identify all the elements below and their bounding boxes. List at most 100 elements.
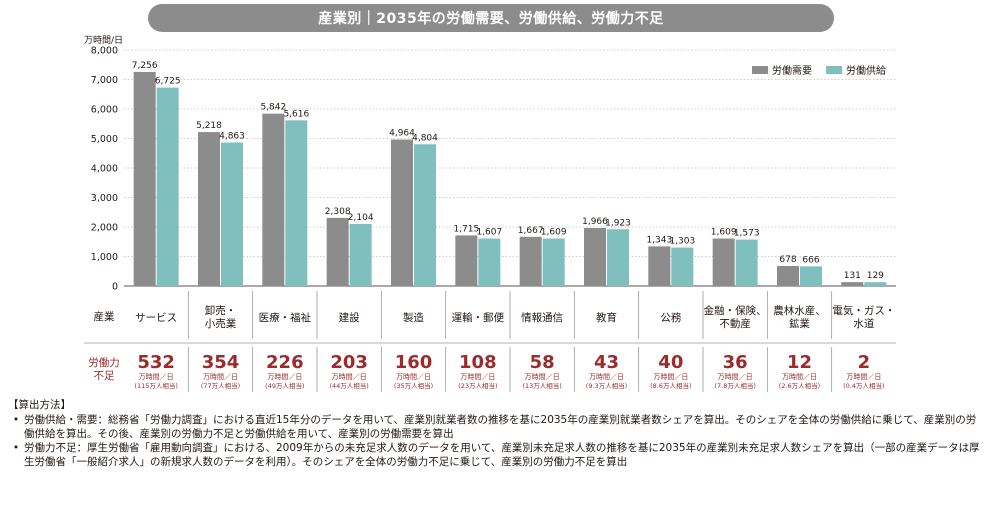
data-label-demand: 1,715 — [453, 224, 479, 234]
category-label: 建設 — [339, 311, 360, 324]
category-label: 農林水産、 — [773, 304, 826, 317]
row-label-shortage: 不足 — [94, 370, 115, 382]
legend: 労働需要 労働供給 — [752, 62, 886, 77]
shortage-people: (2.6万人相当) — [779, 381, 820, 390]
note-item: • 労働力不足：厚生労働省「雇用動向調査」における、2009年からの未充足求人数… — [8, 441, 986, 469]
shortage-unit: 万時間／日 — [203, 373, 238, 381]
shortage-value: 12 — [787, 352, 812, 373]
y-tick-label: 2,000 — [91, 223, 118, 234]
bar-demand — [584, 228, 606, 286]
y-tick-label: 0 — [112, 282, 118, 293]
shortage-people: (9.3万人相当) — [586, 381, 627, 390]
data-label-demand: 5,218 — [196, 121, 222, 131]
shortage-unit: 万時間／日 — [396, 373, 431, 381]
data-label-supply: 129 — [867, 271, 884, 281]
category-label: 金融・保険、 — [704, 304, 767, 317]
shortage-unit: 万時間／日 — [460, 373, 495, 381]
data-label-supply: 1,609 — [541, 228, 567, 238]
legend-label-supply: 労働供給 — [846, 66, 886, 77]
data-label-supply: 6,725 — [155, 77, 181, 87]
category-label: 情報通信 — [521, 311, 563, 324]
data-label-demand: 5,842 — [260, 103, 286, 113]
shortage-value: 40 — [658, 352, 683, 373]
category-label: 運輸・郵便 — [452, 311, 505, 324]
method-notes: 【算出方法】 • 労働供給・需要：総務省「労働力調査」における直近15年分のデー… — [8, 398, 986, 469]
category-label: 教育 — [596, 311, 617, 324]
shortage-unit: 万時間／日 — [782, 373, 817, 381]
shortage-value: 532 — [137, 352, 175, 373]
shortage-unit: 万時間／日 — [332, 373, 367, 381]
legend-item-demand: 労働需要 — [752, 62, 812, 77]
bar-demand — [777, 265, 799, 286]
category-label: 鉱業 — [789, 317, 810, 330]
data-label-demand: 1,343 — [646, 235, 672, 245]
bar-demand — [326, 217, 349, 286]
y-tick-label: 4,000 — [91, 164, 118, 175]
shortage-people: (13万人相当) — [522, 381, 561, 390]
bar-supply — [414, 144, 436, 286]
shortage-unit: 万時間／日 — [653, 373, 688, 381]
data-label-demand: 678 — [779, 255, 796, 265]
bar-supply — [542, 238, 565, 286]
bar-demand — [841, 282, 864, 286]
data-label-demand: 2,308 — [325, 207, 351, 217]
category-label: 小売業 — [205, 317, 237, 330]
bar-supply — [349, 223, 372, 286]
data-label-supply: 4,863 — [219, 132, 245, 142]
bullet: • — [12, 414, 20, 426]
shortage-people: (49万人相当) — [265, 381, 304, 390]
bar-demand — [519, 236, 542, 286]
shortage-value: 36 — [723, 352, 748, 373]
bar-demand — [712, 238, 735, 286]
shortage-unit: 万時間／日 — [267, 373, 302, 381]
data-label-demand: 1,609 — [711, 228, 737, 238]
data-label-supply: 1,607 — [476, 228, 502, 238]
shortage-value: 43 — [594, 352, 619, 373]
y-tick-label: 3,000 — [91, 193, 118, 204]
y-tick-label: 6,000 — [91, 105, 118, 116]
data-label-supply: 1,923 — [605, 218, 631, 228]
chart-title: 産業別｜2035年の労働需要、労働供給、労働力不足 — [148, 4, 834, 32]
legend-swatch-demand — [752, 65, 768, 74]
shortage-people: (115万人相当) — [134, 381, 177, 390]
row-label-industry: 産業 — [94, 310, 115, 323]
category-label: サービス — [135, 312, 177, 324]
y-tick-label: 7,000 — [91, 75, 118, 86]
bar-supply — [285, 120, 308, 286]
data-label-supply: 1,303 — [669, 237, 695, 247]
shortage-value: 2 — [858, 352, 871, 373]
bar-supply — [800, 266, 822, 286]
bar-demand — [455, 235, 478, 286]
bar-demand — [262, 113, 285, 286]
shortage-value: 108 — [459, 352, 497, 373]
legend-item-supply: 労働供給 — [826, 62, 886, 77]
shortage-value: 226 — [266, 352, 304, 373]
data-label-supply: 5,616 — [283, 109, 309, 119]
shortage-value: 160 — [395, 352, 433, 373]
shortage-unit: 万時間／日 — [718, 373, 753, 381]
category-label: 卸売・ — [205, 304, 237, 317]
shortage-people: (35万人相当) — [394, 381, 433, 390]
bar-demand — [648, 246, 671, 286]
data-label-demand: 7,256 — [132, 61, 158, 71]
bar-supply — [156, 87, 179, 286]
bar-supply — [221, 142, 243, 286]
data-label-supply: 4,804 — [412, 133, 438, 143]
bar-supply — [607, 229, 629, 286]
bar-supply — [478, 238, 501, 286]
data-label-demand: 1,667 — [518, 226, 544, 236]
data-label-demand: 1,966 — [582, 217, 608, 227]
note-text: 労働供給・需要：総務省「労働力調査」における直近15年分のデータを用いて、産業別… — [24, 414, 977, 440]
row-label-shortage: 労働力 — [88, 356, 120, 369]
shortage-people: (7.8万人相当) — [714, 381, 755, 390]
category-label: 公務 — [660, 311, 681, 324]
bar-demand — [133, 71, 156, 286]
category-label: 医療・福祉 — [259, 311, 312, 324]
data-label-supply: 1,573 — [734, 229, 760, 239]
data-label-supply: 666 — [802, 255, 819, 265]
y-axis-unit: 万時間/日 — [84, 36, 124, 46]
bar-supply — [864, 282, 887, 286]
shortage-unit: 万時間／日 — [846, 373, 881, 381]
shortage-value: 354 — [202, 352, 240, 373]
bar-chart: 0 1,000 2,000 3,000 4,000 5,000 6,000 7,000 8,00… — [84, 46, 896, 392]
